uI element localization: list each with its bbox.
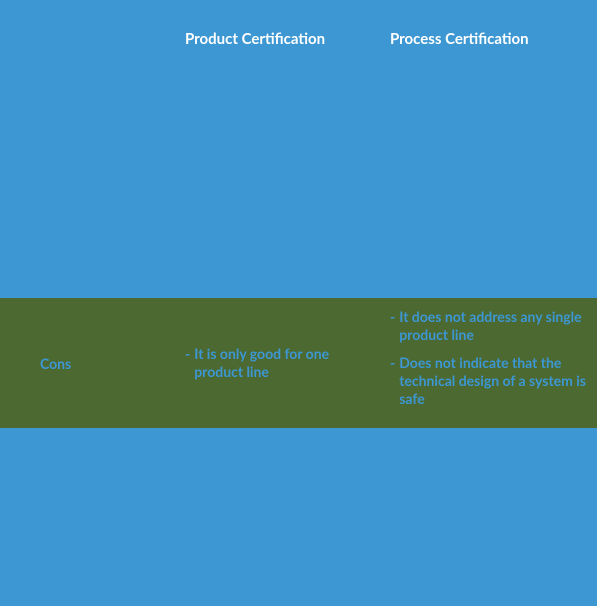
cons-bullet: -Does not indicate that the technical de…: [390, 354, 590, 408]
column-header-product: Product Certification: [185, 30, 325, 48]
column-header-process: Process Certification: [390, 30, 529, 48]
cons-cell-process: -It does not address any single product …: [390, 308, 590, 408]
cons-bullet-text: It is only good for one product line: [194, 345, 365, 381]
cons-bullet-text: It does not address any single product l…: [399, 308, 590, 344]
cons-cell-product: -It is only good for one product line: [185, 345, 365, 381]
cons-bullet-text: Does not indicate that the technical des…: [399, 354, 590, 408]
cons-bullet: -It is only good for one product line: [185, 345, 365, 381]
cons-bullet: -It does not address any single product …: [390, 308, 590, 344]
cons-row-label: Cons: [40, 355, 71, 372]
comparison-table: Product Certification Process Certificat…: [0, 0, 600, 609]
